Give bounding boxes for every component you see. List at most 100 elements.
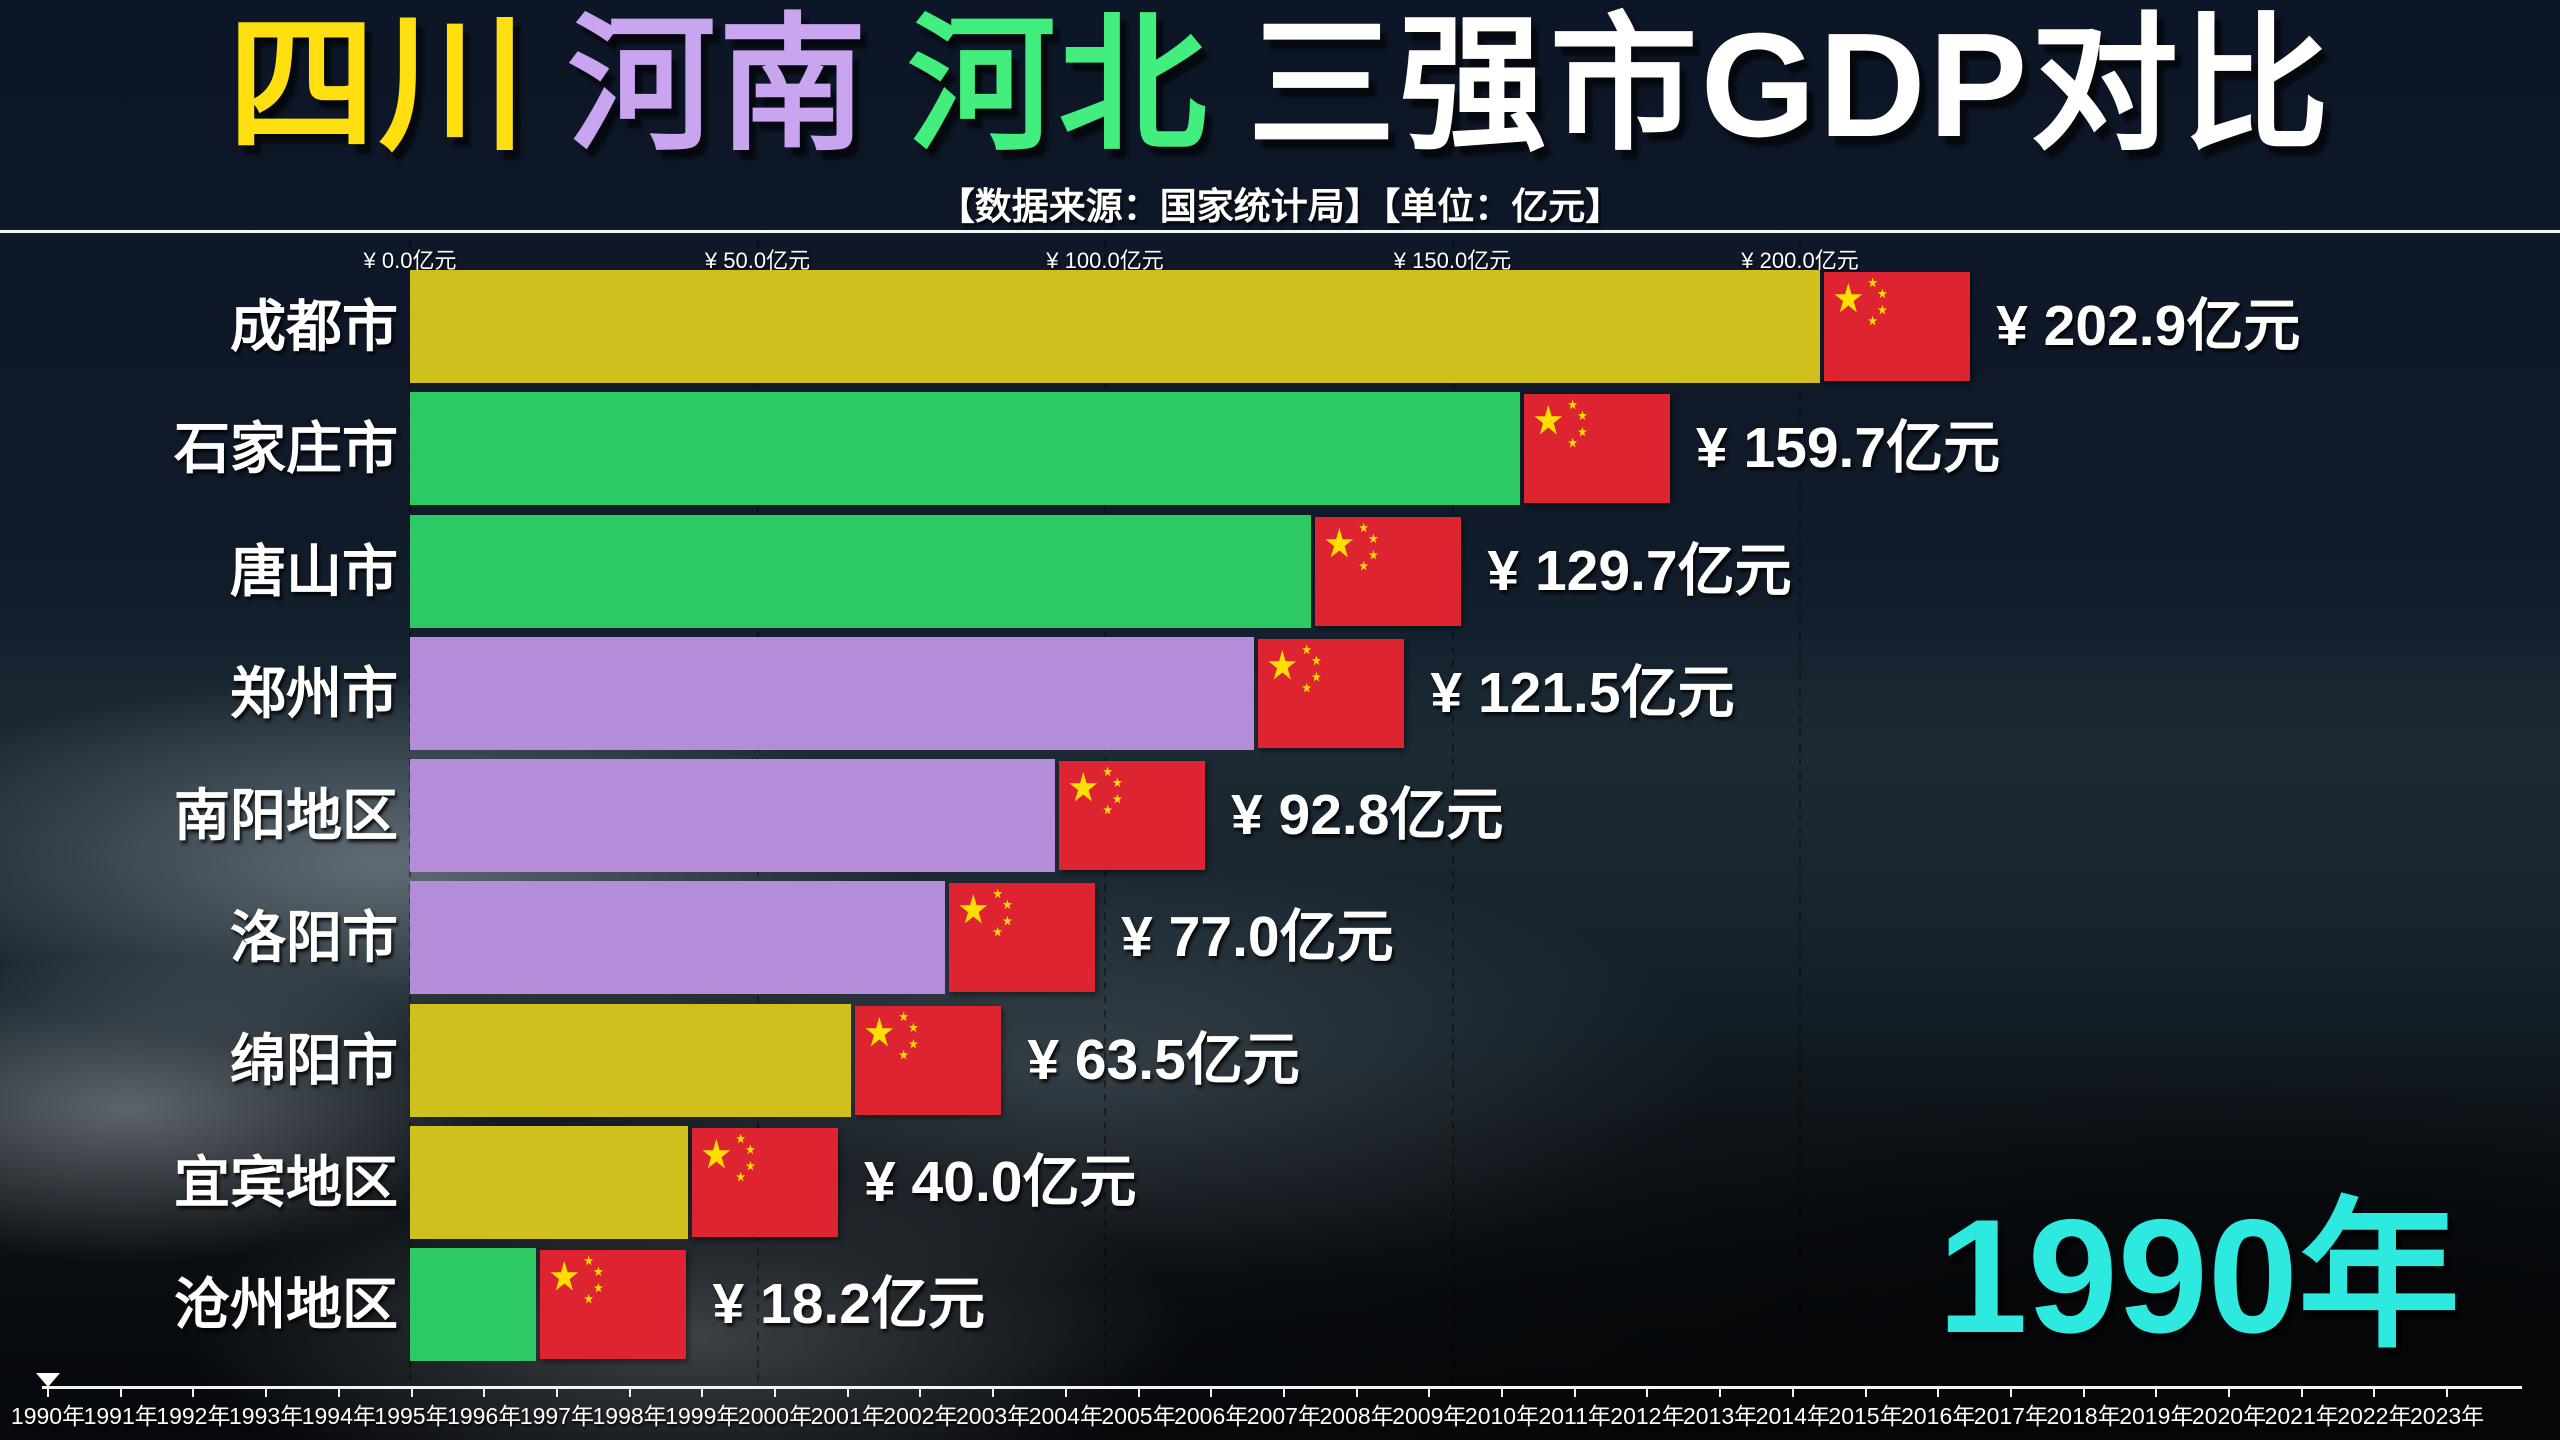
bar-row: 洛阳市 ¥ 77.0亿元 [0, 881, 2560, 1003]
axis-tick-label: ¥ 150.0亿元 [1393, 248, 1512, 273]
timeline-tick [2082, 1389, 2085, 1397]
timeline-tick [47, 1389, 49, 1397]
current-year-stamp: 1990年 [1937, 1186, 2460, 1367]
timeline-tick [410, 1389, 413, 1397]
city-label: 成都市 [230, 295, 398, 358]
timeline-tick [2228, 1389, 2230, 1397]
bar-row: 石家庄市 ¥ 159.7亿元 [0, 392, 2560, 514]
gdp-bar [410, 1248, 537, 1362]
china-flag-icon [1058, 761, 1205, 871]
timeline-tick [1864, 1389, 1867, 1397]
china-flag-icon [949, 883, 1096, 993]
timeline-tick [119, 1389, 122, 1397]
timeline-year-label: 1999年 [665, 1403, 740, 1429]
timeline-marker [36, 1373, 60, 1387]
timeline-year-label: 2019年 [2119, 1403, 2194, 1429]
timeline-tick [1573, 1389, 1576, 1397]
city-label: 宜宾地区 [174, 1151, 398, 1215]
city-label: 绵阳市 [230, 1028, 398, 1092]
timeline-tick [1646, 1389, 1649, 1397]
gdp-value-label: ¥ 40.0亿元 [864, 1150, 1137, 1215]
timeline-year-label: 2012年 [1610, 1403, 1685, 1429]
timeline-year-label: 1993年 [229, 1403, 304, 1429]
bar-row: 南阳地区 ¥ 92.8亿元 [0, 759, 2560, 881]
timeline-year-label: 2014年 [1755, 1403, 1830, 1429]
timeline-year-label: 2020年 [2191, 1403, 2267, 1429]
timeline-year-label: 2008年 [1319, 1403, 1394, 1429]
bars: 成都市 ¥ 202.9亿元 石家庄市 ¥ 159.7亿元 唐山市 [0, 270, 2560, 1371]
timeline-tick [1428, 1389, 1431, 1397]
timeline-tick [2373, 1389, 2376, 1397]
gdp-bar [410, 270, 1821, 383]
timeline-year-label: 1991年 [83, 1403, 158, 1429]
bar-row: 宜宾地区 ¥ 40.0亿元 [0, 1126, 2560, 1248]
timeline-year-label: 2010年 [1464, 1403, 1540, 1429]
timeline-tick [846, 1389, 849, 1397]
axis-gridline [1799, 240, 1801, 1382]
timeline-tick [337, 1389, 340, 1397]
gdp-bar [410, 1003, 852, 1117]
timeline-year-label: 2011年 [1538, 1403, 1611, 1429]
timeline-tick [1937, 1389, 1940, 1397]
timeline-year-label: 2003年 [956, 1403, 1031, 1429]
gdp-bar [410, 1126, 688, 1240]
title-segment: 三强市GDP对比 [1247, 3, 2333, 168]
timeline-year-label: 2022年 [2337, 1403, 2412, 1429]
timeline-tick [1210, 1389, 1213, 1397]
bar-row: 唐山市 ¥ 129.7亿元 [0, 514, 2560, 637]
gdp-value-label: ¥ 159.7亿元 [1695, 416, 2001, 481]
timeline-tick [2300, 1389, 2303, 1397]
axis-tick-label: ¥ 100.0亿元 [1046, 248, 1164, 273]
timeline-year-label: 2017年 [1973, 1403, 2048, 1429]
timeline-tick [1501, 1389, 1503, 1397]
subtitle: 【数据来源：国家统计局】【单位：亿元】 [937, 186, 1623, 227]
timeline-tick [1064, 1389, 1067, 1397]
timeline-tick [919, 1389, 922, 1397]
axis-tick-label: ¥ 50.0亿元 [704, 248, 811, 273]
axis-gridline [1451, 240, 1454, 1382]
timeline-year-label: 2002年 [883, 1403, 958, 1429]
city-label: 南阳地区 [174, 784, 398, 848]
timeline-tick [992, 1389, 995, 1397]
timeline-year-label: 1994年 [301, 1403, 376, 1429]
timeline-year-label: 2006年 [1174, 1403, 1249, 1429]
timeline-year-label: 2004年 [1028, 1403, 1103, 1429]
timeline-tick [192, 1389, 195, 1397]
axis-tick-label: ¥ 200.0亿元 [1741, 248, 1859, 273]
timeline-year-label: 2018年 [2046, 1403, 2121, 1429]
timeline-year-label: 1990年 [10, 1403, 86, 1429]
timeline-year-label: 2021年 [2264, 1403, 2339, 1429]
timeline-year-label: 2023年 [2410, 1403, 2485, 1429]
title-segment: 河北 [907, 3, 1210, 168]
timeline-tick [2446, 1389, 2449, 1397]
timeline-year-label: 1998年 [592, 1403, 667, 1429]
timeline-year-label: 2005年 [1101, 1403, 1176, 1429]
timeline-tick [628, 1389, 631, 1397]
timeline-tick [1719, 1389, 1722, 1397]
title-segment: 四川 [227, 3, 530, 168]
gdp-bar [410, 881, 946, 995]
timeline-year-label: 1995年 [374, 1403, 449, 1429]
china-flag-icon [540, 1250, 687, 1360]
timeline-axis-line [42, 1386, 2522, 1389]
timeline-tick [555, 1389, 558, 1397]
china-flag-icon [1824, 272, 1971, 381]
bar-row: 绵阳市 ¥ 63.5亿元 [0, 1003, 2560, 1126]
timeline-tick [701, 1389, 704, 1397]
gdp-value-label: ¥ 121.5亿元 [1430, 660, 1735, 725]
timeline-year-label: 2013年 [1683, 1403, 1758, 1429]
axis-tick-label: ¥ 0.0亿元 [363, 248, 457, 273]
gdp-bar [410, 759, 1055, 873]
city-label: 洛阳市 [230, 906, 398, 970]
city-label: 唐山市 [230, 539, 398, 603]
gdp-value-label: ¥ 63.5亿元 [1027, 1027, 1300, 1092]
timeline-year-label: 2007年 [1246, 1403, 1321, 1429]
bar-row: 沧州地区 ¥ 18.2亿元 [0, 1248, 2560, 1370]
city-label: 石家庄市 [174, 417, 398, 481]
page-title: 四川 河南 河北 三强市GDP对比 [0, 6, 2560, 166]
timeline-tick [774, 1389, 776, 1397]
china-flag-icon [692, 1128, 838, 1238]
timeline-year-label: 2016年 [1901, 1403, 1976, 1429]
gdp-bar [410, 636, 1255, 750]
gdp-value-label: ¥ 202.9亿元 [1996, 294, 2301, 358]
